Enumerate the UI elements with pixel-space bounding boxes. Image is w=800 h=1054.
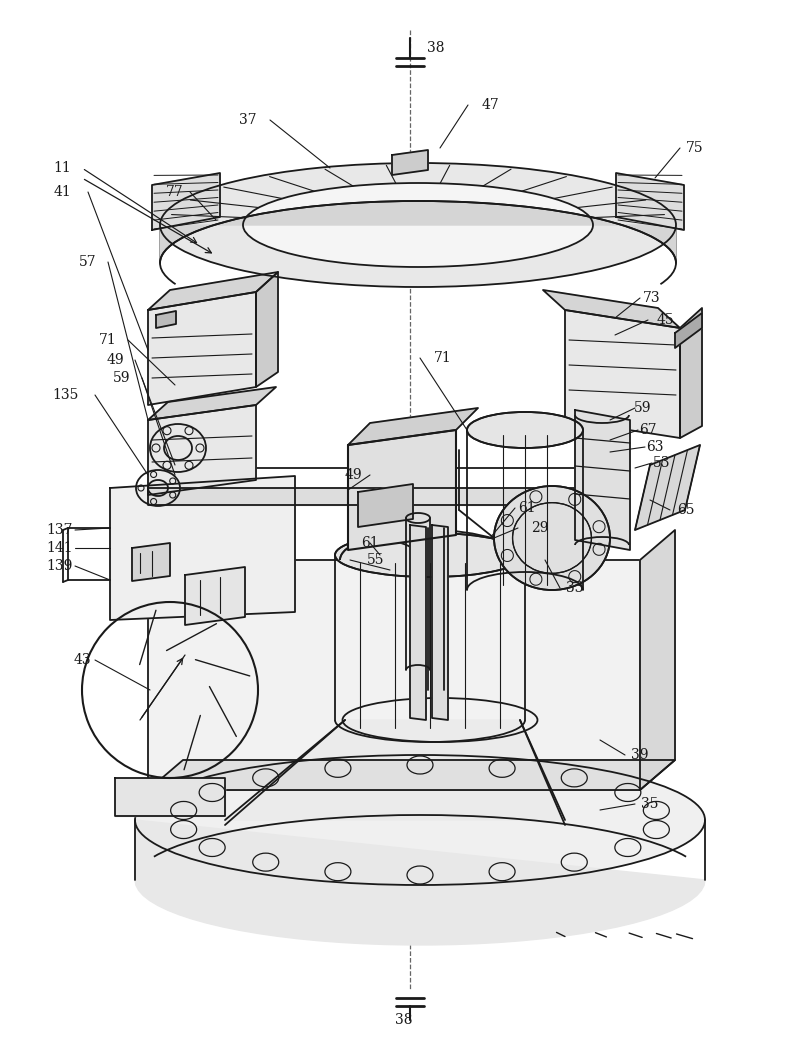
Text: 137: 137 (46, 523, 74, 536)
Polygon shape (680, 308, 702, 438)
Polygon shape (148, 272, 278, 310)
Text: 49: 49 (344, 468, 362, 482)
Polygon shape (243, 183, 593, 267)
Polygon shape (110, 476, 295, 620)
Polygon shape (160, 201, 676, 264)
Polygon shape (156, 311, 176, 328)
Text: 43: 43 (73, 653, 91, 667)
Text: 63: 63 (646, 440, 664, 454)
Text: 39: 39 (631, 748, 649, 762)
Polygon shape (148, 488, 590, 505)
Text: 75: 75 (686, 141, 704, 155)
Text: 35: 35 (642, 797, 658, 811)
Text: 59: 59 (114, 371, 130, 385)
Polygon shape (335, 533, 525, 577)
Polygon shape (640, 530, 675, 790)
Text: 33: 33 (566, 581, 584, 596)
Polygon shape (348, 408, 478, 445)
Polygon shape (358, 484, 413, 527)
Polygon shape (494, 486, 610, 590)
Text: 53: 53 (654, 456, 670, 470)
Text: 49: 49 (106, 353, 124, 367)
Text: 55: 55 (367, 553, 385, 567)
Text: 57: 57 (79, 255, 97, 269)
Text: 71: 71 (434, 351, 452, 365)
Polygon shape (132, 543, 170, 581)
Polygon shape (565, 310, 680, 438)
Polygon shape (148, 760, 675, 790)
Polygon shape (160, 163, 676, 287)
Text: 77: 77 (166, 186, 184, 199)
Text: 59: 59 (634, 401, 652, 415)
Text: 139: 139 (47, 559, 73, 573)
Text: 65: 65 (678, 503, 694, 518)
Polygon shape (635, 445, 700, 530)
Text: 61: 61 (361, 536, 379, 550)
Polygon shape (256, 272, 278, 387)
Text: 11: 11 (53, 161, 71, 175)
Polygon shape (392, 150, 428, 175)
Text: 71: 71 (99, 333, 117, 347)
Polygon shape (348, 430, 456, 550)
Polygon shape (675, 313, 702, 348)
Polygon shape (135, 820, 705, 945)
Polygon shape (152, 173, 220, 230)
Text: 37: 37 (239, 113, 257, 126)
Text: 141: 141 (46, 541, 74, 555)
Text: 67: 67 (639, 423, 657, 437)
Polygon shape (115, 778, 225, 816)
Text: 38: 38 (427, 41, 445, 55)
Text: 41: 41 (53, 186, 71, 199)
Polygon shape (135, 755, 705, 885)
Polygon shape (148, 292, 256, 405)
Text: 73: 73 (643, 291, 661, 305)
Text: 45: 45 (656, 313, 674, 327)
Text: 47: 47 (481, 98, 499, 112)
Text: 29: 29 (531, 521, 549, 535)
Polygon shape (148, 405, 256, 495)
Polygon shape (185, 567, 245, 625)
Text: 135: 135 (52, 388, 78, 402)
Polygon shape (432, 525, 448, 720)
Text: 61: 61 (518, 501, 536, 515)
Polygon shape (543, 290, 680, 328)
Polygon shape (410, 525, 426, 720)
Polygon shape (467, 412, 583, 448)
Text: 38: 38 (395, 1013, 413, 1027)
Polygon shape (575, 410, 630, 550)
Polygon shape (148, 387, 276, 419)
Polygon shape (148, 560, 640, 790)
Polygon shape (225, 720, 565, 820)
Polygon shape (616, 173, 684, 230)
